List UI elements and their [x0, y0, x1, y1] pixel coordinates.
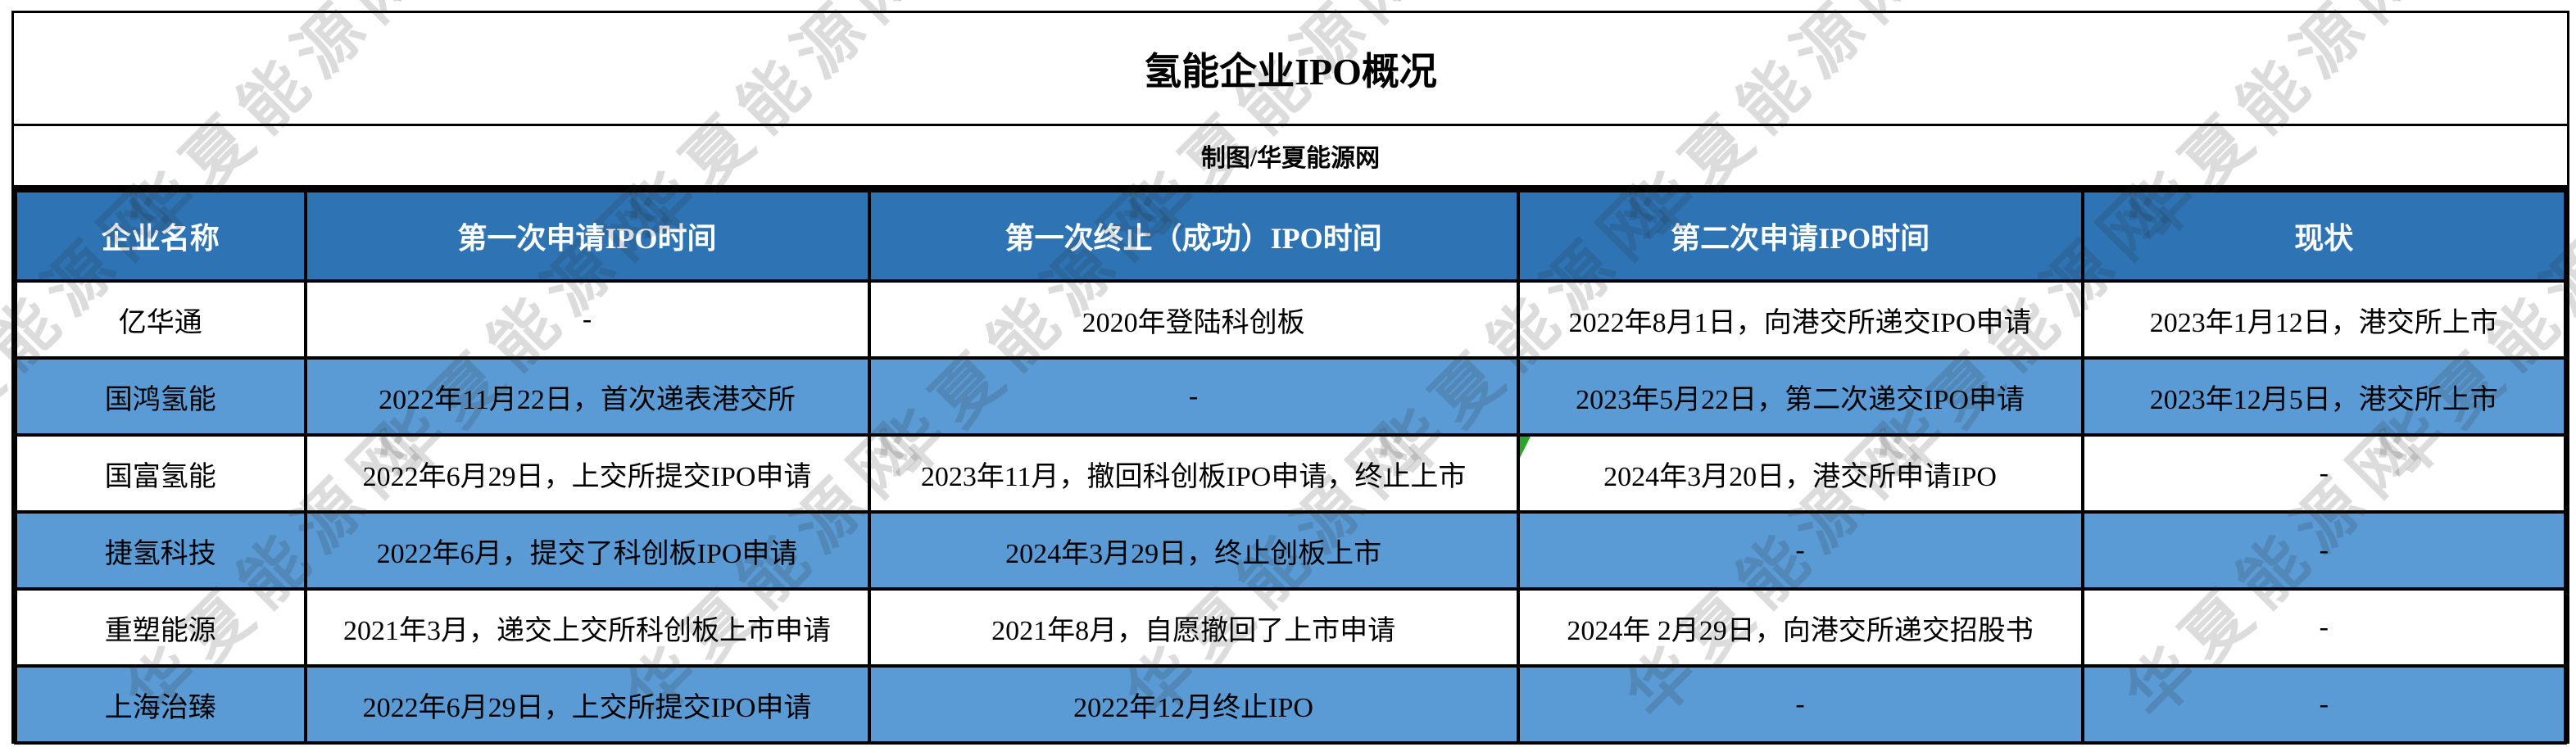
cell-first-application: 2022年6月29日，上交所提交IPO申请: [303, 433, 871, 514]
cell-first-application: 2021年3月，递交上交所科创板上市申请: [303, 587, 871, 668]
cell-first-application: 2022年6月29日，上交所提交IPO申请: [303, 664, 871, 745]
cell-second-application: 2023年5月22日，第二次递交IPO申请: [1516, 356, 2084, 437]
cell-company: 重塑能源: [14, 587, 307, 668]
col-header-second-ipo-application: 第二次申请IPO时间: [1516, 189, 2084, 283]
col-header-first-termination: 第一次终止（成功）IPO时间: [867, 189, 1520, 283]
table-row-shanghai-zhizhen: 上海治臻 2022年6月29日，上交所提交IPO申请 2022年12月终止IPO…: [14, 664, 2568, 745]
table-row-guofu: 国富氢能 2022年6月29日，上交所提交IPO申请 2023年11月，撤回科创…: [14, 433, 2568, 514]
cell-status: -: [2080, 433, 2568, 514]
cell-company: 亿华通: [14, 279, 307, 360]
cell-company: 国富氢能: [14, 433, 307, 514]
green-triangle-flag-icon: [1521, 438, 1531, 458]
table-row-guohong: 国鸿氢能 2022年11月22日，首次递表港交所 - 2023年5月22日，第二…: [14, 356, 2568, 437]
credit-line: 制图/华夏能源网: [14, 126, 2567, 189]
cell-second-application: 2022年8月1日，向港交所递交IPO申请: [1516, 279, 2084, 360]
cell-company: 捷氢科技: [14, 510, 307, 591]
cell-status: -: [2080, 664, 2568, 745]
cell-first-termination: 2020年登陆科创板: [867, 279, 1520, 360]
table-row-chongsu: 重塑能源 2021年3月，递交上交所科创板上市申请 2021年8月，自愿撤回了上…: [14, 587, 2568, 668]
cell-company: 上海治臻: [14, 664, 307, 745]
cell-first-application: 2022年11月22日，首次递表港交所: [303, 356, 871, 437]
ipo-infographic-sheet: 氢能企业IPO概况 制图/华夏能源网 企业名称 第一次申请IPO时间 第一次终止…: [11, 11, 2569, 745]
cell-status: 2023年12月5日，港交所上市: [2080, 356, 2568, 437]
cell-status: -: [2080, 587, 2568, 668]
col-header-current-status: 现状: [2080, 189, 2568, 283]
cell-first-application: 2022年6月，提交了科创板IPO申请: [303, 510, 871, 591]
cell-second-application: 2024年 2月29日，向港交所递交招股书: [1516, 587, 2084, 668]
cell-first-termination: 2024年3月29日，终止创板上市: [867, 510, 1520, 591]
cell-company: 国鸿氢能: [14, 356, 307, 437]
cell-text: 2024年3月20日，港交所申请IPO: [1603, 461, 1997, 492]
table-row-jieqing: 捷氢科技 2022年6月，提交了科创板IPO申请 2024年3月29日，终止创板…: [14, 510, 2568, 591]
cell-status: 2023年1月12日，港交所上市: [2080, 279, 2568, 360]
table-row-yihuatong: 亿华通 - 2020年登陆科创板 2022年8月1日，向港交所递交IPO申请 2…: [14, 279, 2568, 360]
cell-first-application: -: [303, 279, 871, 360]
page-title: 氢能企业IPO概况: [14, 13, 2567, 126]
cell-first-termination: 2023年11月，撤回科创板IPO申请，终止上市: [867, 433, 1520, 514]
ipo-table: 企业名称 第一次申请IPO时间 第一次终止（成功）IPO时间 第二次申请IPO时…: [14, 189, 2568, 745]
col-header-company-name: 企业名称: [14, 189, 307, 283]
cell-second-application: -: [1516, 510, 2084, 591]
header-row: 企业名称 第一次申请IPO时间 第一次终止（成功）IPO时间 第二次申请IPO时…: [14, 189, 2568, 283]
cell-first-termination: 2022年12月终止IPO: [867, 664, 1520, 745]
cell-first-termination: 2021年8月，自愿撤回了上市申请: [867, 587, 1520, 668]
col-header-first-ipo-application: 第一次申请IPO时间: [303, 189, 871, 283]
cell-second-application: 2024年3月20日，港交所申请IPO: [1516, 433, 2084, 514]
cell-first-termination: -: [867, 356, 1520, 437]
cell-status: -: [2080, 510, 2568, 591]
cell-second-application: -: [1516, 664, 2084, 745]
